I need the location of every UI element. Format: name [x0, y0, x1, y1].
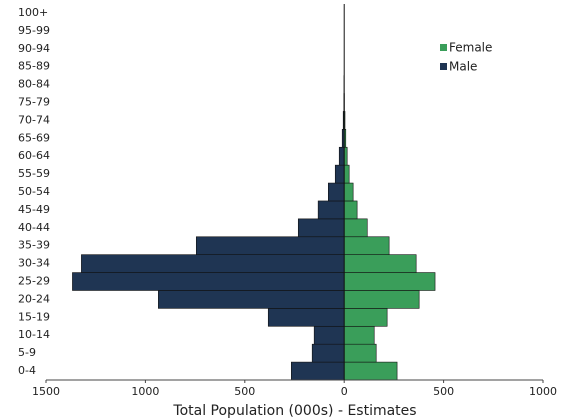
bar [343, 308, 388, 327]
bar [72, 272, 345, 291]
y-tick-label: 50-54 [18, 185, 50, 198]
y-tick-label: 40-44 [18, 221, 50, 234]
bar [343, 200, 358, 220]
y-tick-label: 85-89 [18, 60, 50, 73]
y-tick-label: 60-64 [18, 149, 50, 162]
bar [343, 254, 417, 273]
y-tick-label: 70-74 [18, 113, 50, 126]
bar [343, 325, 375, 345]
y-tick-label: 65-69 [18, 131, 50, 144]
bar [343, 182, 354, 202]
bar [313, 325, 345, 345]
y-tick-label: 55-59 [18, 167, 50, 180]
y-tick-label: 30-34 [18, 257, 50, 270]
y-tick-label: 25-29 [18, 275, 50, 288]
legend-label: Male [449, 60, 477, 74]
bar [343, 361, 398, 381]
legend-label: Female [449, 41, 492, 55]
y-tick-label: 90-94 [18, 42, 50, 55]
bar [343, 272, 436, 291]
y-tick-label: 95-99 [18, 24, 50, 37]
bar [343, 164, 350, 184]
y-tick-label: 20-24 [18, 292, 50, 305]
bar [343, 343, 377, 363]
y-tick-label: 45-49 [18, 203, 50, 216]
x-axis-label: Total Population (000s) - Estimates [172, 403, 416, 419]
bar [343, 218, 368, 238]
bar [327, 182, 345, 202]
legend-swatch [440, 63, 447, 70]
x-tick-label: 0 [341, 385, 348, 398]
x-tick-label: 1000 [529, 385, 557, 398]
bar [297, 218, 345, 238]
x-tick-label: 500 [433, 385, 454, 398]
bar [291, 361, 345, 381]
y-tick-label: 15-19 [18, 310, 50, 323]
y-tick-label: 5-9 [18, 346, 36, 359]
y-tick-label: 75-79 [18, 95, 50, 108]
bar [334, 164, 345, 184]
bar [343, 290, 420, 309]
bar [311, 343, 345, 363]
y-tick-label: 100+ [18, 6, 48, 19]
bar [317, 200, 345, 220]
bar [81, 254, 345, 273]
y-tick-label: 0-4 [18, 364, 36, 377]
x-tick-label: 1000 [131, 385, 159, 398]
bar [338, 146, 345, 166]
bar [195, 236, 345, 255]
x-tick-label: 500 [234, 385, 255, 398]
bar [267, 308, 345, 327]
y-tick-label: 80-84 [18, 78, 50, 91]
bar [158, 290, 345, 309]
y-tick-label: 35-39 [18, 239, 50, 252]
x-tick-label: 1500 [32, 385, 60, 398]
legend-swatch [440, 44, 447, 51]
bar [343, 236, 390, 255]
y-tick-label: 10-14 [18, 328, 50, 341]
